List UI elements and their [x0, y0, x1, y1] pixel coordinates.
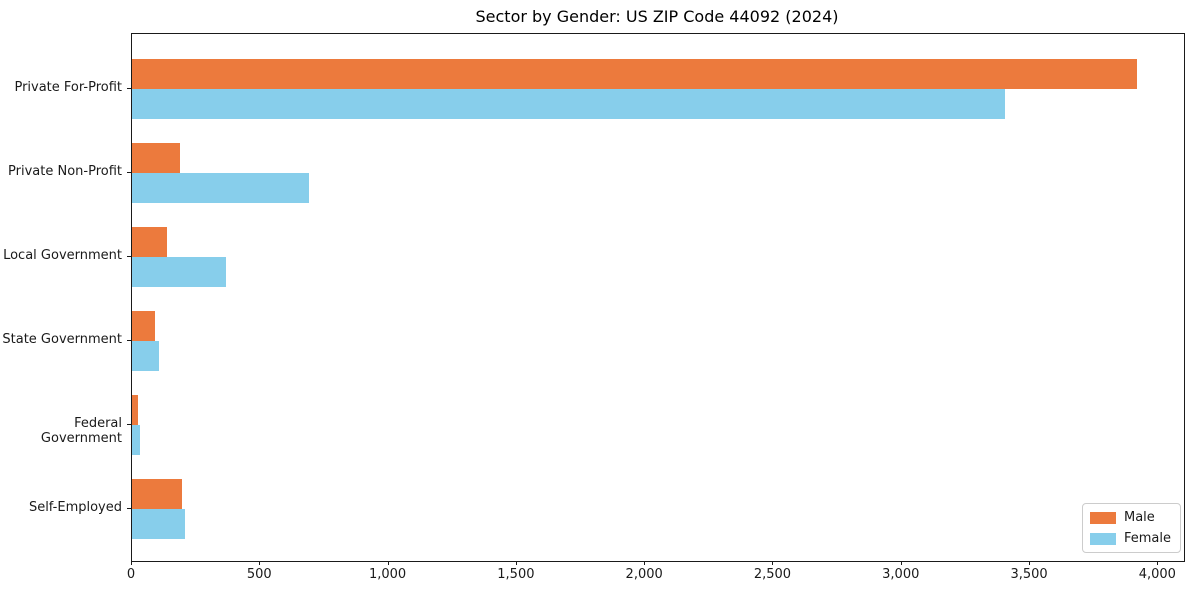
x-tick-mark	[259, 561, 261, 565]
x-tick-mark	[1029, 561, 1031, 565]
bar-male-1	[132, 143, 180, 173]
x-tick-label: 3,000	[882, 567, 920, 582]
legend-entry-male: Male	[1089, 510, 1171, 525]
y-tick-mark	[127, 508, 131, 509]
x-tick-label: 0	[126, 567, 136, 582]
bar-male-4	[132, 395, 138, 425]
legend-label: Female	[1123, 531, 1171, 546]
y-tick-mark	[127, 340, 131, 341]
x-tick-label: 2,000	[625, 567, 663, 582]
plot-area: Male Female	[131, 33, 1185, 562]
y-tick-label: Federal Government	[40, 416, 122, 446]
legend-swatch-female	[1089, 532, 1116, 545]
bar-female-2	[132, 257, 226, 287]
x-tick-mark	[1157, 561, 1159, 565]
bar-male-2	[132, 227, 167, 257]
legend-entry-female: Female	[1089, 531, 1171, 546]
x-tick-mark	[900, 561, 902, 565]
legend: Male Female	[1081, 503, 1181, 553]
bar-male-0	[132, 59, 1137, 89]
x-tick-mark	[644, 561, 646, 565]
bar-female-5	[132, 509, 185, 539]
bar-female-0	[132, 89, 1005, 119]
x-tick-mark	[515, 561, 517, 565]
chart-title: Sector by Gender: US ZIP Code 44092 (202…	[475, 7, 839, 26]
y-tick-mark	[127, 172, 131, 173]
y-tick-mark	[127, 256, 131, 257]
y-tick-label: State Government	[2, 332, 122, 347]
y-tick-label: Private For-Profit	[14, 80, 122, 95]
x-tick-mark	[387, 561, 389, 565]
bar-female-3	[132, 341, 159, 371]
y-tick-label: Private Non-Profit	[8, 164, 122, 179]
x-tick-label: 1,000	[368, 567, 407, 582]
y-tick-label: Self-Employed	[28, 500, 122, 515]
x-tick-label: 3,500	[1010, 567, 1048, 582]
y-tick-mark	[127, 88, 131, 89]
bar-male-5	[132, 479, 182, 509]
bar-female-4	[132, 425, 140, 455]
y-tick-label: Local Government	[3, 248, 122, 263]
legend-label: Male	[1123, 510, 1155, 525]
bar-male-3	[132, 311, 155, 341]
x-tick-label: 2,500	[753, 567, 792, 582]
x-tick-label: 4,000	[1138, 567, 1176, 582]
x-tick-label: 500	[246, 567, 272, 582]
x-tick-mark	[772, 561, 774, 565]
x-tick-mark	[131, 561, 132, 565]
legend-swatch-male	[1089, 511, 1116, 524]
bar-female-1	[132, 173, 309, 203]
x-tick-label: 1,500	[497, 567, 535, 582]
y-tick-mark	[127, 424, 131, 425]
y-axis-labels: Private For-Profit Private Non-Profit Loca…	[0, 33, 122, 560]
x-axis-labels: 0 500 1,000 1,500 2,000 2,500 3,000 3,500 4,000	[127, 560, 1183, 590]
